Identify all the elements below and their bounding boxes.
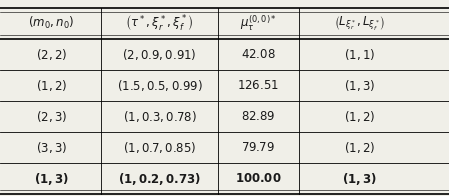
Text: $79.79$: $79.79$ <box>241 141 275 154</box>
Text: $(1,0.3,0.78)$: $(1,0.3,0.78)$ <box>123 109 196 124</box>
Text: $(1,3)$: $(1,3)$ <box>343 78 375 93</box>
Text: $\mathbf{(1,3)}$: $\mathbf{(1,3)}$ <box>342 171 377 187</box>
Text: $82.89$: $82.89$ <box>241 110 275 123</box>
Text: $(1,0.7,0.85)$: $(1,0.7,0.85)$ <box>123 140 196 155</box>
Text: $\left(\tau^*,\xi_r^*,\xi_f^*\right)$: $\left(\tau^*,\xi_r^*,\xi_f^*\right)$ <box>125 13 194 33</box>
Text: $(2,0.9,0.91)$: $(2,0.9,0.91)$ <box>122 47 197 62</box>
Text: $(3,3)$: $(3,3)$ <box>36 140 67 155</box>
Text: $(2,3)$: $(2,3)$ <box>36 109 67 124</box>
Text: $(1,2)$: $(1,2)$ <box>36 78 67 93</box>
Text: $\left(L_{\xi_r^*},L_{\xi_f^*}\right)$: $\left(L_{\xi_r^*},L_{\xi_f^*}\right)$ <box>334 14 385 32</box>
Text: $(2,2)$: $(2,2)$ <box>36 47 67 62</box>
Text: $126.51$: $126.51$ <box>237 79 279 92</box>
Text: $\mathbf{(1,3)}$: $\mathbf{(1,3)}$ <box>34 171 69 187</box>
Text: $\mathbf{100.00}$: $\mathbf{100.00}$ <box>235 172 282 185</box>
Text: $42.08$: $42.08$ <box>241 48 276 61</box>
Text: $\mathbf{(1,0.2,0.73)}$: $\mathbf{(1,0.2,0.73)}$ <box>118 171 201 187</box>
Text: $\mu_\tau^{(0,0)*}$: $\mu_\tau^{(0,0)*}$ <box>240 14 277 33</box>
Text: $(1,2)$: $(1,2)$ <box>343 140 375 155</box>
Text: $(1.5,0.5,0.99)$: $(1.5,0.5,0.99)$ <box>116 78 202 93</box>
Text: $(1,1)$: $(1,1)$ <box>343 47 375 62</box>
Text: $(m_0,n_0)$: $(m_0,n_0)$ <box>28 15 75 31</box>
Text: $(1,2)$: $(1,2)$ <box>343 109 375 124</box>
